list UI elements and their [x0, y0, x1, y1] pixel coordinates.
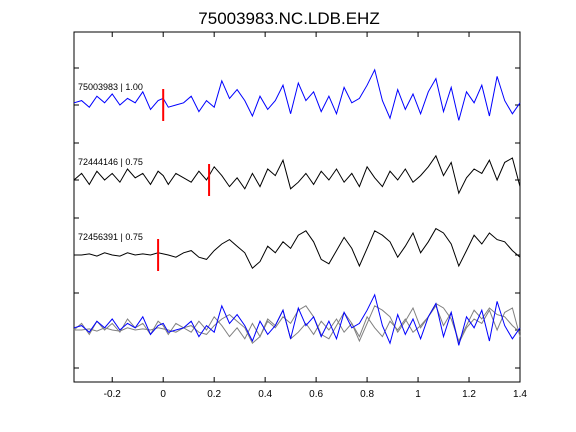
- trace-1: [73, 68, 521, 121]
- x-tick-label: 0.2: [207, 389, 221, 400]
- pick-markers: [157, 89, 211, 271]
- waveform-traces: [73, 68, 521, 270]
- x-tick-label: 1.4: [513, 389, 527, 400]
- x-tick-label: 0: [160, 389, 166, 400]
- axes-box: [73, 31, 521, 383]
- x-tick-label: 1.2: [462, 389, 476, 400]
- x-tick-label: 0.6: [309, 389, 323, 400]
- plot-area: [73, 31, 521, 383]
- trace-label-2: 72444146 | 0.75: [78, 157, 143, 167]
- trace-2: [73, 154, 521, 195]
- trace-labels: 75003983 | 1.00 72444146 | 0.75 72456391 |…: [78, 82, 143, 242]
- overlay-trace-1: [73, 293, 521, 346]
- overlay-traces: [73, 293, 521, 346]
- x-tick-label: 1: [415, 389, 421, 400]
- x-tick-label: 0.8: [360, 389, 374, 400]
- trace-3: [74, 227, 521, 270]
- overlay-trace-3: [74, 302, 521, 345]
- x-axis-ticks: -0.2 0 0.2 0.4 0.6 0.8 1 1.2 1.4: [104, 32, 527, 400]
- x-tick-label: 0.4: [258, 389, 272, 400]
- trace-label-3: 72456391 | 0.75: [78, 232, 143, 242]
- x-tick-label: -0.2: [104, 389, 122, 400]
- chart-title: 75003983.NC.LDB.EHZ: [198, 9, 379, 28]
- trace-label-1: 75003983 | 1.00: [78, 82, 143, 92]
